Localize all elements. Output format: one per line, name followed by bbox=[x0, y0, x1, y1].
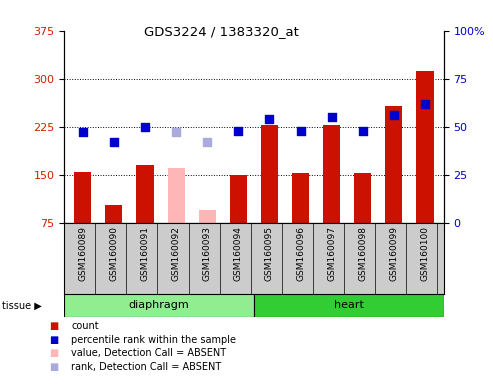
Point bbox=[110, 139, 118, 145]
Point bbox=[79, 129, 87, 136]
Text: heart: heart bbox=[334, 300, 364, 310]
Text: GSM160096: GSM160096 bbox=[296, 226, 305, 281]
Bar bbox=[230, 175, 247, 223]
Text: GSM160099: GSM160099 bbox=[389, 226, 398, 281]
Bar bbox=[261, 125, 278, 223]
Bar bbox=[64, 294, 254, 317]
Text: ■: ■ bbox=[49, 321, 59, 331]
Bar bbox=[354, 173, 371, 223]
Text: GSM160098: GSM160098 bbox=[358, 226, 367, 281]
Text: GDS3224 / 1383320_at: GDS3224 / 1383320_at bbox=[144, 25, 299, 38]
Text: GSM160091: GSM160091 bbox=[141, 226, 149, 281]
Text: GSM160089: GSM160089 bbox=[78, 226, 87, 281]
Text: diaphragm: diaphragm bbox=[129, 300, 189, 310]
Point bbox=[266, 116, 274, 122]
Text: value, Detection Call = ABSENT: value, Detection Call = ABSENT bbox=[71, 348, 227, 358]
Point bbox=[328, 114, 336, 120]
Point bbox=[234, 127, 242, 134]
Point bbox=[297, 127, 305, 134]
Text: GSM160094: GSM160094 bbox=[234, 226, 243, 281]
Point bbox=[359, 127, 367, 134]
Text: ■: ■ bbox=[49, 348, 59, 358]
Text: percentile rank within the sample: percentile rank within the sample bbox=[71, 335, 237, 345]
Text: ■: ■ bbox=[49, 362, 59, 372]
Point bbox=[141, 124, 149, 130]
Text: GSM160095: GSM160095 bbox=[265, 226, 274, 281]
Bar bbox=[137, 165, 153, 223]
Bar bbox=[106, 205, 122, 223]
Bar bbox=[168, 168, 185, 223]
Text: GSM160097: GSM160097 bbox=[327, 226, 336, 281]
Text: tissue ▶: tissue ▶ bbox=[2, 300, 42, 310]
Bar bbox=[292, 173, 309, 223]
Bar bbox=[199, 210, 216, 223]
Bar bbox=[74, 172, 91, 223]
Bar bbox=[386, 106, 402, 223]
Text: count: count bbox=[71, 321, 99, 331]
Point bbox=[421, 101, 429, 107]
Bar bbox=[323, 125, 340, 223]
Point bbox=[203, 139, 211, 145]
Text: GSM160100: GSM160100 bbox=[421, 226, 429, 281]
Point bbox=[172, 129, 180, 136]
Text: GSM160092: GSM160092 bbox=[172, 226, 180, 281]
Text: ■: ■ bbox=[49, 335, 59, 345]
Bar bbox=[417, 71, 433, 223]
Point bbox=[390, 112, 398, 118]
Text: GSM160090: GSM160090 bbox=[109, 226, 118, 281]
Text: GSM160093: GSM160093 bbox=[203, 226, 211, 281]
Text: rank, Detection Call = ABSENT: rank, Detection Call = ABSENT bbox=[71, 362, 222, 372]
Bar bbox=[254, 294, 444, 317]
